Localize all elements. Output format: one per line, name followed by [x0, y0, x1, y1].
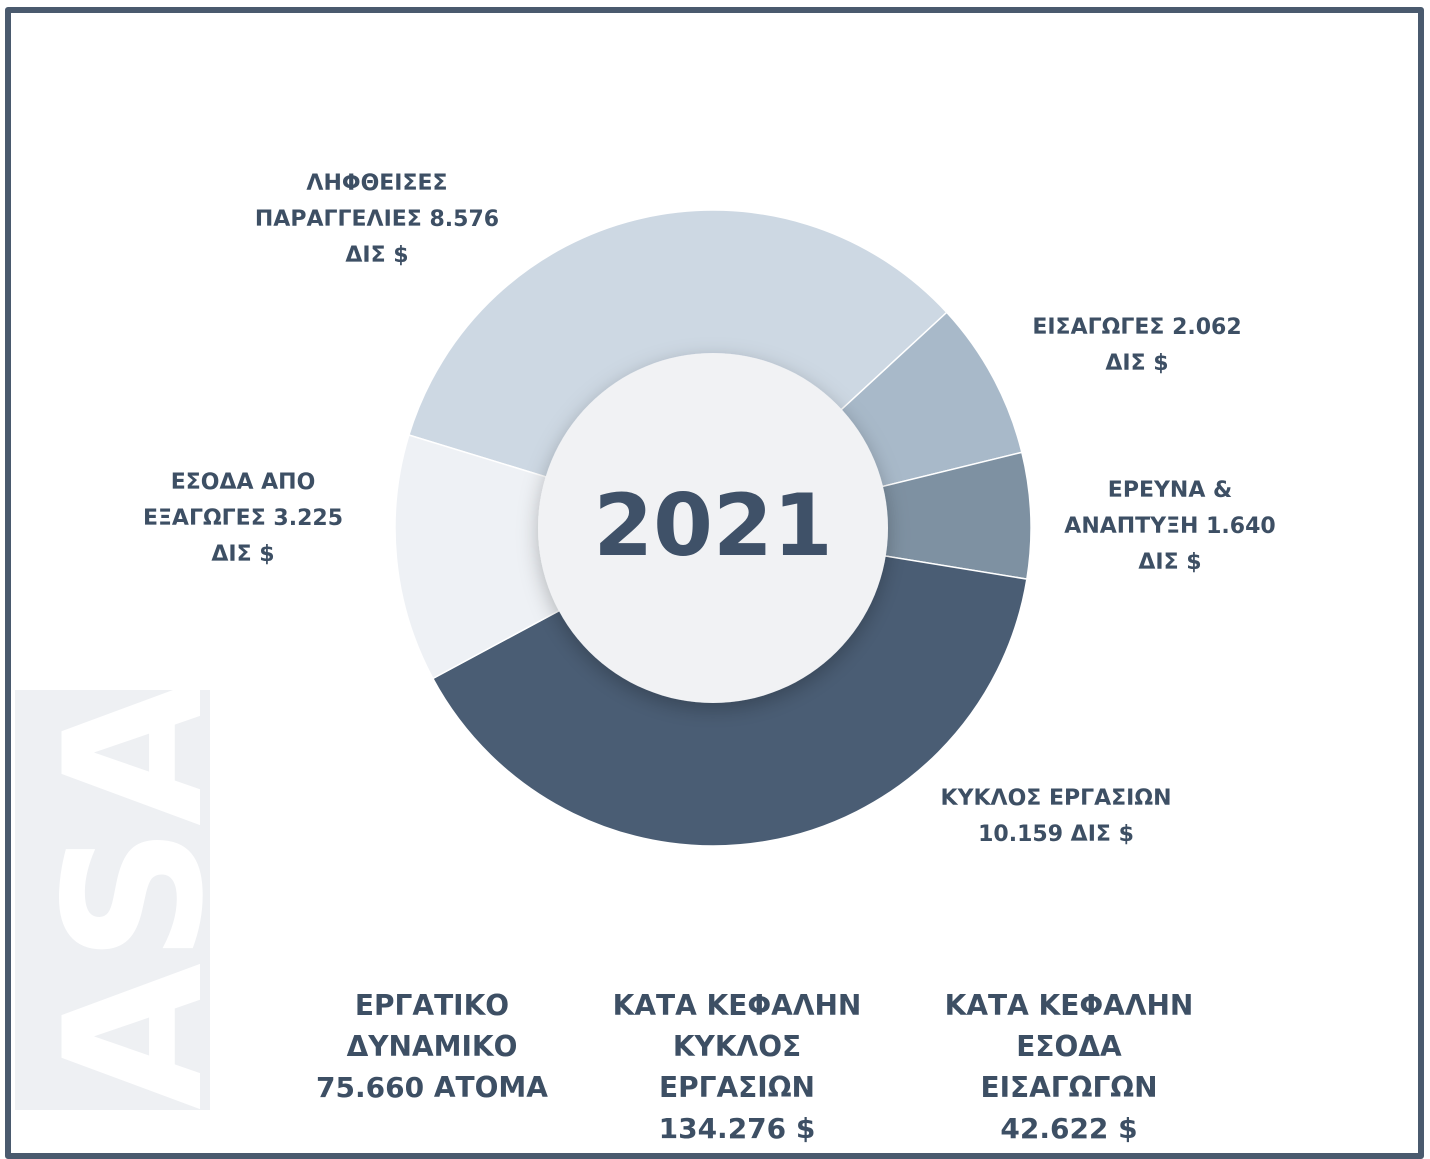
center-circle: [538, 353, 888, 703]
segment-label: ΕΡΕΥΝΑ & ΑΝΑΠΤΥΞΗ 1.640 ΔΙΣ $: [1050, 473, 1290, 581]
chart: ASAD 2021: [15, 209, 1032, 1110]
segment-name: ΛΗΦΘΕΙΣΕΣ ΠΑΡΑΓΓΕΛΙΕΣ: [254, 171, 448, 232]
stat-label: ΚΑΤΑ ΚΕΦΑΛΗΝ ΕΣΟΔΑ ΕΙΣΑΓΩΓΩΝ: [944, 989, 1194, 1104]
center-label: 2021: [593, 476, 832, 576]
stat-value: 42.622 $: [1000, 1112, 1138, 1145]
segment-label: ΚΥΚΛΟΣ ΕΡΓΑΣΙΩΝ 10.159 ΔΙΣ $: [926, 781, 1186, 853]
segment-label: ΕΙΣΑΓΩΓΕΣ 2.062 ΔΙΣ $: [1022, 310, 1252, 382]
segment-label: ΛΗΦΘΕΙΣΕΣ ΠΑΡΑΓΓΕΛΙΕΣ 8.576 ΔΙΣ $: [252, 166, 502, 274]
stat: ΕΡΓΑΤΙΚΟ ΔΥΝΑΜΙΚΟ 75.660 ΑΤΟΜΑ: [292, 985, 572, 1108]
page: ASAD 2021 ΛΗΦΘΕΙΣΕΣ ΠΑΡΑΓΓΕΛΙΕΣ 8.576 ΔΙ…: [5, 7, 1424, 1159]
stat-value: 75.660 ΑΤΟΜΑ: [316, 1071, 548, 1104]
segment-value: 2.062 ΔΙΣ $: [1105, 315, 1242, 376]
segment-value: 1.640 ΔΙΣ $: [1138, 514, 1276, 575]
segment-name: ΕΣΟΔΑ ΑΠΟ ΕΞΑΓΩΓΕΣ: [142, 470, 316, 531]
segment-value: 8.576 ΔΙΣ $: [345, 207, 500, 268]
stat-label: ΕΡΓΑΤΙΚΟ ΔΥΝΑΜΙΚΟ: [346, 989, 518, 1063]
segment-value: 3.225 ΔΙΣ $: [211, 506, 344, 567]
stat-value: 134.276 $: [658, 1112, 816, 1145]
segment-name: ΕΙΣΑΓΩΓΕΣ: [1032, 315, 1165, 340]
watermark: ASAD: [24, 521, 245, 1110]
stat-label: ΚΑΤΑ ΚΕΦΑΛΗΝ ΚΥΚΛΟΣ ΕΡΓΑΣΙΩΝ: [612, 989, 862, 1104]
segment-name: ΚΥΚΛΟΣ ΕΡΓΑΣΙΩΝ: [940, 786, 1172, 811]
segment-value: 10.159 ΔΙΣ $: [978, 822, 1134, 847]
segment-name: ΕΡΕΥΝΑ & ΑΝΑΠΤΥΞΗ: [1064, 478, 1233, 539]
stat: ΚΑΤΑ ΚΕΦΑΛΗΝ ΚΥΚΛΟΣ ΕΡΓΑΣΙΩΝ 134.276 $: [597, 985, 877, 1149]
segment-label: ΕΣΟΔΑ ΑΠΟ ΕΞΑΓΩΓΕΣ 3.225 ΔΙΣ $: [133, 465, 353, 573]
watermark-band: [15, 690, 210, 1110]
stat: ΚΑΤΑ ΚΕΦΑΛΗΝ ΕΣΟΔΑ ΕΙΣΑΓΩΓΩΝ 42.622 $: [929, 985, 1209, 1149]
